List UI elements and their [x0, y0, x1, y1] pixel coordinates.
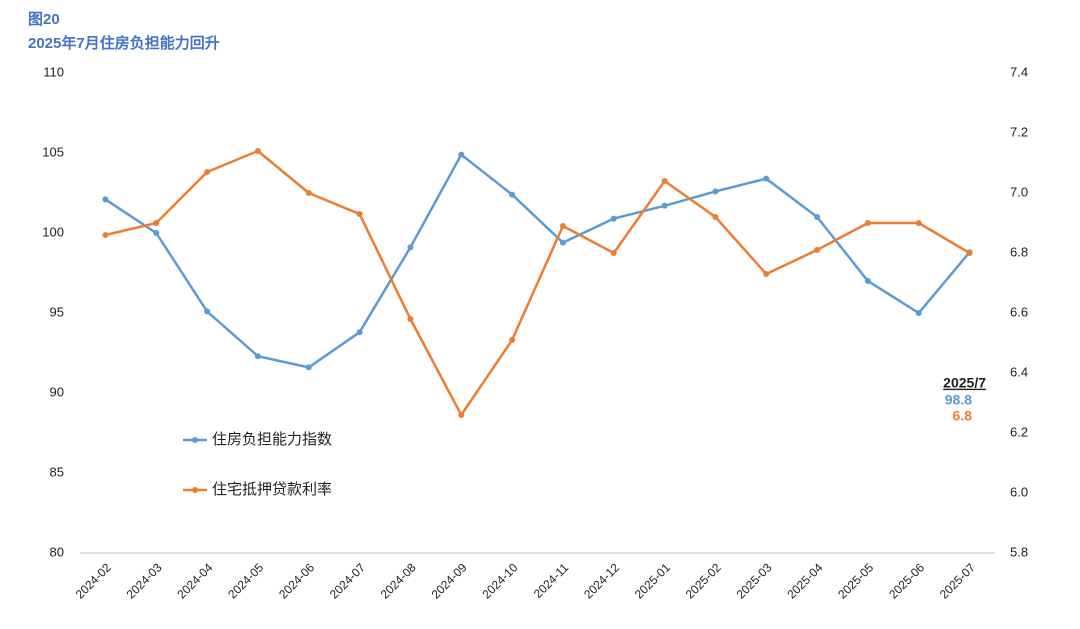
- x-tick-label: 2025-01: [632, 560, 673, 601]
- annotation-label: 2025/7: [943, 375, 986, 391]
- y2-tick-label: 7.2: [1010, 124, 1028, 139]
- legend-marker: [192, 437, 198, 443]
- x-tick-label: 2024-08: [378, 560, 419, 601]
- annotation-value: 6.8: [953, 408, 973, 424]
- point: [763, 271, 770, 277]
- x-tick-label: 2024-12: [581, 560, 622, 601]
- y2-tick-label: 7.0: [1010, 184, 1028, 199]
- x-tick-label: 2024-03: [124, 560, 165, 601]
- x-tick-label: 2024-10: [479, 560, 520, 601]
- point: [814, 247, 821, 253]
- point: [509, 337, 516, 343]
- point: [356, 329, 363, 336]
- y2-tick-label: 6.4: [1010, 364, 1028, 379]
- x-tick-label: 2024-09: [429, 560, 470, 601]
- point: [610, 250, 617, 256]
- point: [864, 220, 871, 226]
- point: [966, 250, 973, 256]
- point: [153, 220, 160, 226]
- y2-tick-label: 6.8: [1010, 244, 1028, 259]
- point: [407, 316, 414, 322]
- point: [559, 239, 566, 246]
- x-tick-label: 2025-07: [937, 560, 978, 601]
- point: [661, 178, 668, 184]
- x-tick-label: 2024-07: [327, 560, 368, 601]
- x-tick-label: 2025-04: [784, 560, 825, 601]
- y2-tick-label: 6.2: [1010, 424, 1028, 439]
- legend-marker: [192, 487, 198, 493]
- point: [204, 169, 211, 175]
- y-tick-label: 95: [50, 304, 64, 319]
- point: [915, 310, 922, 316]
- point: [712, 188, 719, 195]
- point: [915, 220, 922, 226]
- point: [254, 353, 261, 360]
- chart-subtitle: 2025年7月住房负担能力回升: [28, 34, 220, 52]
- point: [661, 202, 668, 209]
- point: [509, 191, 516, 198]
- x-tick-label: 2025-02: [683, 560, 724, 601]
- y-tick-label: 90: [50, 384, 64, 399]
- legend-label: 住宅抵押贷款利率: [212, 481, 332, 498]
- x-tick-label: 2024-04: [174, 560, 215, 601]
- point: [254, 148, 261, 154]
- y-tick-label: 105: [42, 144, 64, 159]
- x-tick-label: 2025-06: [886, 560, 927, 601]
- point: [458, 151, 465, 158]
- point: [102, 196, 109, 203]
- y-tick-label: 100: [42, 224, 64, 239]
- y-tick-label: 80: [50, 544, 64, 559]
- chart-title: 图20: [28, 11, 60, 28]
- point: [407, 244, 414, 251]
- x-tick-label: 2025-05: [835, 560, 876, 601]
- series-line: [105, 149, 971, 418]
- series-line: [104, 152, 971, 369]
- annotation-value: 98.8: [945, 392, 972, 408]
- point: [204, 308, 211, 315]
- point: [305, 364, 312, 371]
- point: [712, 214, 719, 220]
- point: [763, 175, 770, 182]
- point: [356, 211, 363, 217]
- point: [814, 214, 821, 220]
- point: [305, 190, 312, 196]
- point: [102, 232, 109, 238]
- x-tick-label: 2025-03: [734, 560, 775, 601]
- y2-tick-label: 6.6: [1010, 304, 1028, 319]
- y2-tick-label: 5.8: [1010, 544, 1028, 559]
- y2-tick-label: 7.4: [1010, 64, 1028, 79]
- legend-label: 住房负担能力指数: [212, 431, 332, 448]
- point: [610, 215, 617, 222]
- y-tick-label: 85: [50, 464, 64, 479]
- x-tick-label: 2024-02: [73, 560, 114, 601]
- point: [458, 412, 465, 418]
- point: [864, 278, 871, 284]
- point: [559, 223, 566, 229]
- x-tick-label: 2024-06: [276, 560, 317, 601]
- point: [153, 230, 160, 236]
- y2-tick-label: 6.0: [1010, 484, 1028, 499]
- y-tick-label: 110: [43, 64, 64, 79]
- x-tick-label: 2024-11: [531, 560, 572, 601]
- x-tick-label: 2024-05: [225, 560, 266, 601]
